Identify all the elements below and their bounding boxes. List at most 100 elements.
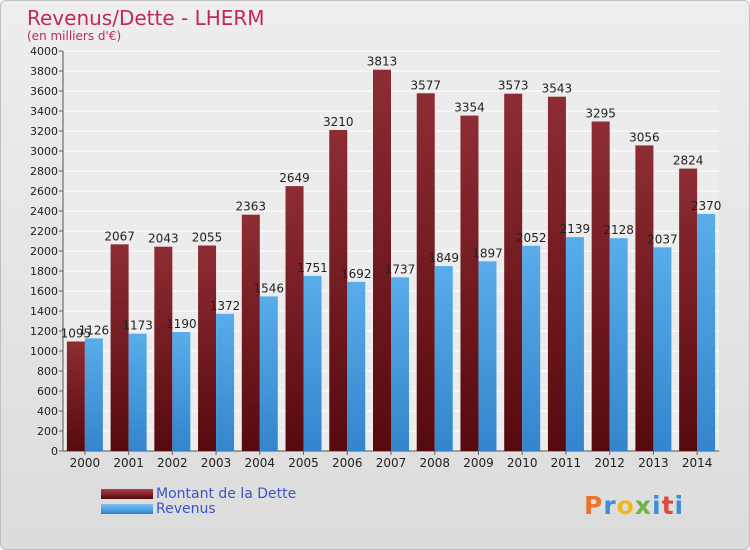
- x-tick-label: 2012: [594, 456, 625, 470]
- data-label-dette: 3056: [629, 130, 660, 144]
- y-tick-label: 4000: [30, 45, 58, 58]
- x-tick-label: 2003: [201, 456, 232, 470]
- data-label-revenus: 2139: [560, 222, 591, 236]
- bar-dette: [241, 214, 260, 451]
- data-label-revenus: 1692: [341, 267, 372, 281]
- y-tick-label: 2400: [30, 205, 58, 218]
- data-label-revenus: 2052: [516, 231, 547, 245]
- logo-letter: t: [661, 491, 675, 520]
- bar-dette: [416, 93, 435, 452]
- bar-dette: [198, 245, 217, 451]
- bar-revenus: [172, 332, 191, 451]
- data-label-revenus: 1849: [428, 251, 459, 265]
- y-tick-label: 600: [37, 385, 58, 398]
- legend-swatch-dette: [101, 489, 153, 499]
- x-tick-label: 2002: [157, 456, 188, 470]
- x-tick-label: 2007: [376, 456, 407, 470]
- bar-revenus: [216, 313, 235, 451]
- logo-letter: x: [634, 491, 652, 520]
- y-tick-label: 2000: [30, 245, 58, 258]
- data-label-revenus: 1372: [210, 299, 241, 313]
- x-tick-label: 2000: [70, 456, 101, 470]
- data-label-dette: 2824: [673, 154, 704, 168]
- y-tick-label: 800: [37, 365, 58, 378]
- bar-dette: [635, 145, 654, 451]
- data-label-revenus: 2037: [647, 232, 678, 246]
- bar-dette: [460, 115, 479, 451]
- bar-revenus: [609, 238, 628, 451]
- bar-revenus: [478, 261, 497, 451]
- data-label-dette: 3577: [410, 78, 441, 92]
- data-label-revenus: 1897: [472, 246, 503, 260]
- y-tick-label: 200: [37, 425, 58, 438]
- bar-dette: [285, 186, 304, 451]
- chart-subtitle: (en milliers d'€): [27, 29, 122, 43]
- data-label-dette: 3354: [454, 101, 485, 115]
- bar-revenus: [522, 245, 541, 451]
- data-label-dette: 1095: [61, 327, 92, 341]
- data-label-dette: 3813: [367, 55, 398, 69]
- y-tick-label: 3000: [30, 145, 58, 158]
- logo-letter: r: [603, 491, 617, 520]
- legend-label-dette: Montant de la Dette: [156, 486, 297, 502]
- bar-dette: [373, 69, 391, 451]
- y-tick-label: 1400: [30, 305, 58, 318]
- bar-dette: [110, 244, 129, 451]
- data-label-dette: 3543: [542, 82, 573, 96]
- y-tick-label: 3600: [30, 85, 58, 98]
- bar-revenus: [391, 277, 409, 451]
- bar-revenus: [697, 214, 716, 451]
- bar-revenus: [259, 296, 278, 451]
- data-label-dette: 2649: [279, 171, 310, 185]
- logo-letter: i: [674, 491, 685, 520]
- y-tick-label: 1200: [30, 325, 58, 338]
- data-label-dette: 2055: [192, 231, 223, 245]
- data-label-dette: 3210: [323, 115, 354, 129]
- bar-dette: [591, 121, 610, 451]
- x-tick-label: 2009: [463, 456, 494, 470]
- legend-label-revenus: Revenus: [156, 501, 216, 517]
- data-label-revenus: 1126: [79, 323, 110, 337]
- y-tick-label: 3400: [30, 105, 58, 118]
- bar-revenus: [565, 237, 584, 451]
- x-tick-label: 2014: [682, 456, 713, 470]
- bar-dette: [679, 168, 698, 451]
- data-label-revenus: 1190: [166, 317, 197, 331]
- logo-letter: P: [584, 491, 604, 520]
- x-tick-label: 2001: [113, 456, 144, 470]
- x-tick-label: 2004: [245, 456, 276, 470]
- y-tick-label: 3800: [30, 65, 58, 78]
- y-tick-label: 3200: [30, 125, 58, 138]
- logo-letter: o: [616, 491, 635, 520]
- x-tick-label: 2008: [419, 456, 450, 470]
- data-label-revenus: 1173: [122, 319, 153, 333]
- x-tick-label: 2011: [551, 456, 582, 470]
- data-label-revenus: 1751: [297, 261, 328, 275]
- x-tick-label: 2010: [507, 456, 538, 470]
- data-label-dette: 2363: [236, 200, 267, 214]
- x-tick-label: 2005: [288, 456, 319, 470]
- data-label-dette: 3573: [498, 79, 529, 93]
- bar-revenus: [653, 247, 672, 451]
- data-label-revenus: 1737: [385, 262, 416, 276]
- chart-title: Revenus/Dette - LHERM: [27, 6, 265, 30]
- legend-swatch-revenus: [101, 504, 153, 514]
- data-label-dette: 2043: [148, 232, 179, 246]
- y-tick-label: 400: [37, 405, 58, 418]
- bar-dette: [154, 246, 173, 451]
- x-tick-label: 2006: [332, 456, 363, 470]
- data-label-revenus: 2370: [691, 199, 722, 213]
- data-label-revenus: 1546: [254, 281, 285, 295]
- x-tick-label: 2013: [638, 456, 669, 470]
- bar-revenus: [303, 275, 322, 451]
- y-tick-label: 0: [51, 445, 58, 458]
- bar-dette: [66, 341, 85, 451]
- y-tick-label: 1600: [30, 285, 58, 298]
- bar-dette: [504, 93, 523, 451]
- logo-letter: i: [652, 491, 662, 520]
- data-label-dette: 2067: [104, 229, 135, 243]
- data-label-dette: 3295: [585, 107, 616, 121]
- y-tick-label: 2200: [30, 225, 58, 238]
- y-tick-label: 1800: [30, 265, 58, 278]
